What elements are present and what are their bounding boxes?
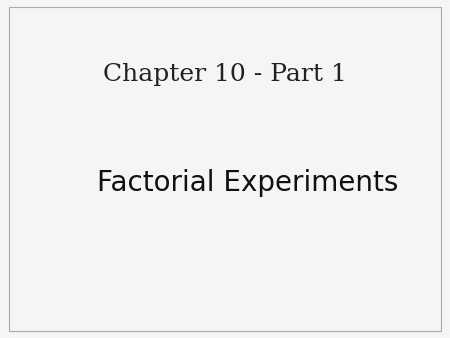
Text: Chapter 10 - Part 1: Chapter 10 - Part 1 xyxy=(103,63,347,86)
Text: Factorial Experiments: Factorial Experiments xyxy=(97,169,398,196)
